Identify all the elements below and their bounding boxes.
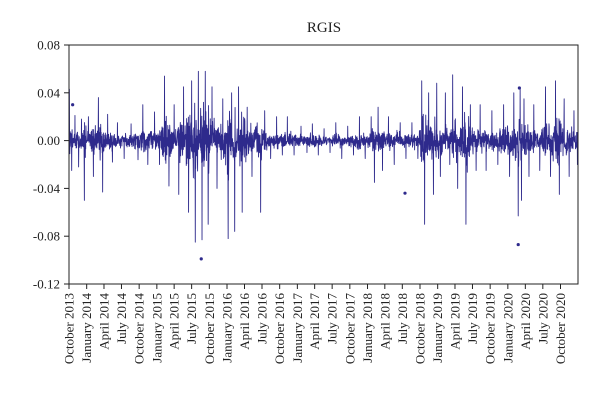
y-tick-label: 0.04 [37,85,60,100]
y-tick-label: -0.04 [33,181,61,196]
outlier-dot [71,103,75,107]
outlier-dot [516,242,520,247]
x-tick-label: January 2017 [290,293,305,363]
x-tick-label: October 2016 [272,293,287,365]
x-tick-label: July 2016 [254,293,269,344]
plot-frame [68,44,579,285]
outlier-dot [517,86,521,90]
x-tick-label: October 2015 [202,293,217,364]
x-tick-label: October 2014 [132,293,147,365]
x-tick-label: April 2015 [167,293,182,350]
outlier-dot [403,191,407,195]
x-tick-label: October 2020 [553,293,568,364]
series-layer [68,70,579,243]
x-tick-label: April 2019 [447,293,462,350]
x-tick-label: April 2014 [96,293,111,350]
y-tick-label: 0.08 [37,38,60,53]
x-axis: October 2013 January 2014 April 2014 July 2… [62,284,568,365]
x-tick-label: July 2014 [114,293,129,344]
y-tick-label: -0.12 [33,277,60,292]
x-tick-label: October 2019 [483,293,498,364]
rgis-series-line [68,70,579,243]
outlier-dots [71,86,521,261]
x-tick-label: January 2015 [149,293,164,363]
x-tick-label: April 2020 [518,293,533,350]
x-tick-label: January 2019 [430,293,445,363]
chart-title: RGIS [307,20,341,36]
x-tick-label: January 2016 [220,293,235,363]
y-tick-label: 0.00 [37,133,60,148]
y-tick-label: -0.08 [33,229,60,244]
x-tick-label: July 2020 [535,293,550,344]
x-tick-label: July 2015 [184,293,199,344]
x-tick-label: July 2017 [325,293,340,344]
x-tick-label: January 2018 [360,293,375,363]
x-tick-label: January 2014 [79,293,94,363]
x-tick-label: October 2017 [342,293,357,365]
x-tick-label: July 2019 [465,293,480,344]
x-tick-label: January 2020 [500,293,515,363]
x-tick-label: October 2013 [62,293,77,364]
x-tick-label: April 2017 [307,293,322,350]
x-tick-label: April 2018 [377,293,392,350]
x-tick-label: July 2018 [395,293,410,344]
x-tick-label: April 2016 [237,293,252,350]
y-axis: 0.08 0.04 0.00 -0.04 -0.08 -0.12 [33,38,69,292]
x-tick-label: October 2018 [412,293,427,364]
outlier-dot [199,257,203,261]
